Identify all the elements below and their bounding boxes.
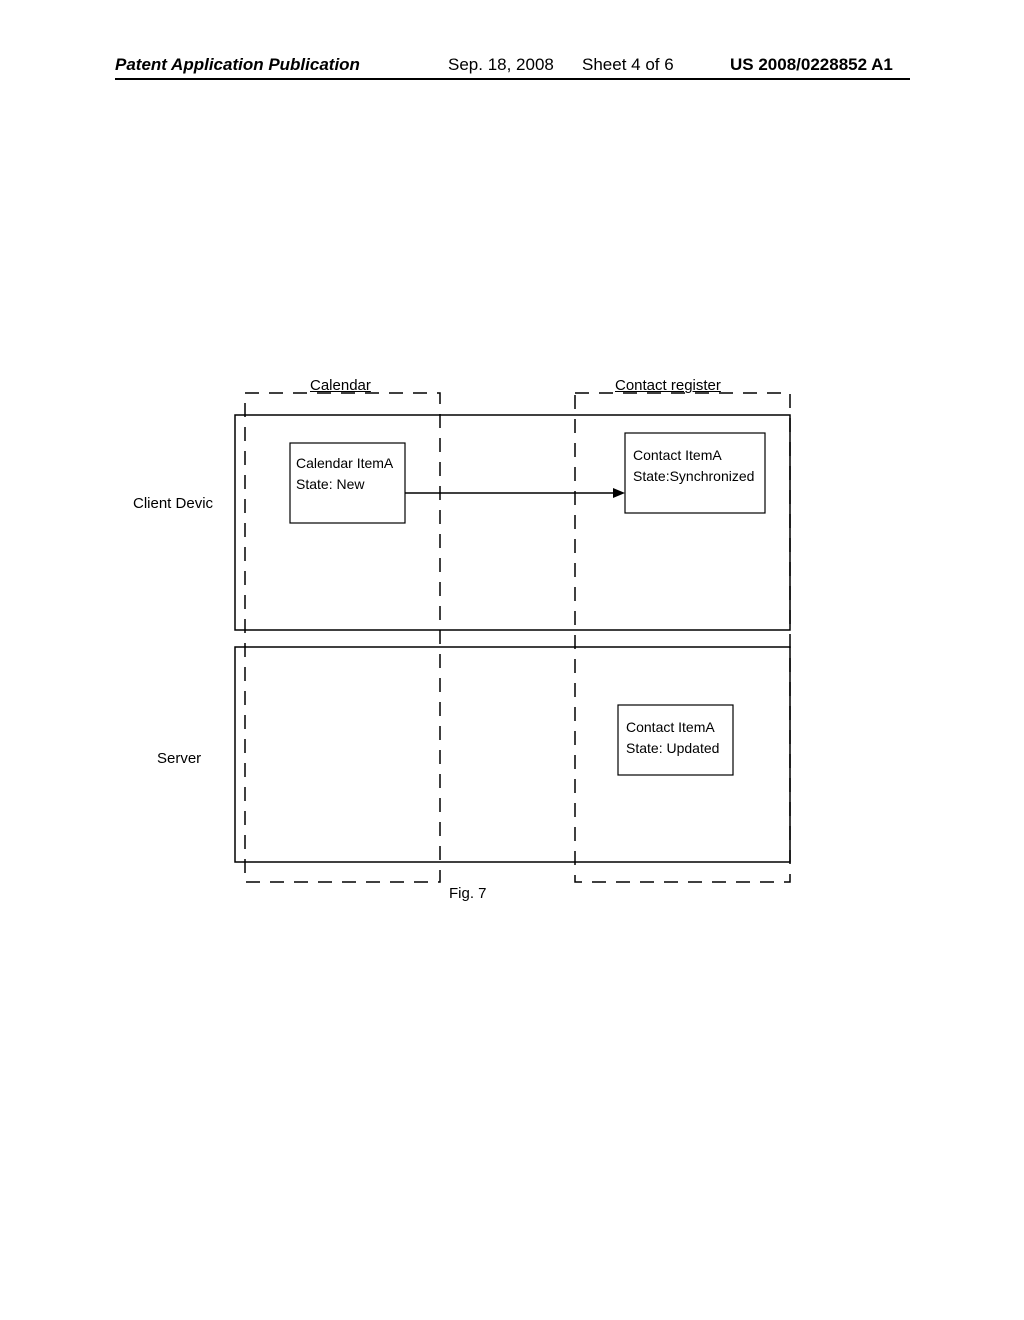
contact-client-line2: State:Synchronized (633, 468, 754, 484)
contact-item-client-text: Contact ItemA State:Synchronized (633, 445, 754, 487)
figure-svg (115, 385, 910, 925)
publication-label: Patent Application Publication (115, 55, 360, 75)
publication-number: US 2008/0228852 A1 (730, 55, 893, 75)
sheet-number: Sheet 4 of 6 (582, 55, 674, 75)
calendar-item-text: Calendar ItemA State: New (296, 453, 393, 495)
figure-7: Calendar Contact register Client Devic S… (115, 385, 910, 925)
calendar-item-line2: State: New (296, 476, 364, 492)
page: Patent Application Publication Sep. 18, … (0, 0, 1024, 1320)
contact-item-server-text: Contact ItemA State: Updated (626, 717, 719, 759)
client-row-label: Client Devic (133, 495, 213, 512)
calendar-header: Calendar (310, 377, 371, 394)
contact-header: Contact register (615, 377, 721, 394)
publication-date: Sep. 18, 2008 (448, 55, 554, 75)
contact-client-line1: Contact ItemA (633, 447, 722, 463)
contact-server-line2: State: Updated (626, 740, 719, 756)
header-rule (115, 78, 910, 80)
arrow-head (613, 488, 625, 498)
figure-caption: Fig. 7 (449, 885, 487, 902)
server-row-label: Server (157, 750, 201, 767)
contact-server-line1: Contact ItemA (626, 719, 715, 735)
calendar-item-line1: Calendar ItemA (296, 455, 393, 471)
